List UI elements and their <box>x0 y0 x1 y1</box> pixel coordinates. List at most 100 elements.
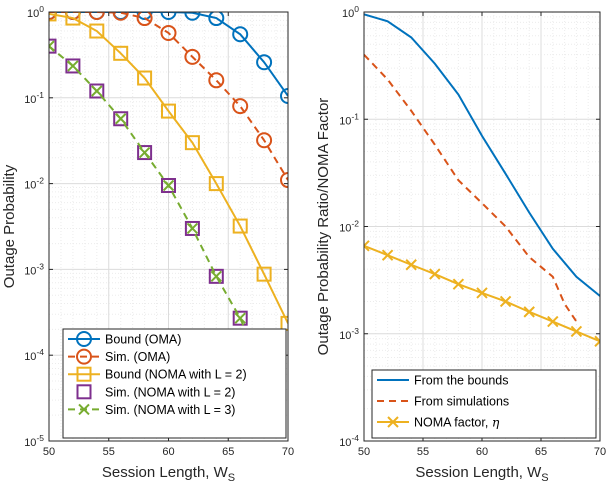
x-tick-label: 70 <box>282 446 294 458</box>
legend-label: Sim. (OMA) <box>105 350 170 364</box>
marker-square-4 <box>137 145 153 161</box>
marker-circle-8 <box>232 98 249 115</box>
legend-label-symbol: η <box>492 415 500 430</box>
y-tick-label: 10-4 <box>24 347 44 363</box>
marker-x-5 <box>476 287 488 299</box>
legend-entry-sim-noma-with-l-3: Sim. (NOMA with L = 3) <box>68 403 235 417</box>
y-tick-exponent: -4 <box>36 347 44 357</box>
marker-x-2 <box>91 85 103 97</box>
marker-square-4 <box>137 70 153 86</box>
marker-x-4 <box>452 278 465 290</box>
marker-circle-6 <box>184 48 201 65</box>
marker-circle-3 <box>112 12 129 21</box>
marker-x-5 <box>162 179 175 192</box>
legend-label-text: From simulations <box>414 395 509 409</box>
marker-circle-0 <box>76 331 92 347</box>
legend-entry-from-the-bounds: From the bounds <box>377 374 509 388</box>
marker-x-8 <box>547 315 559 328</box>
y-tick-label: 10-2 <box>24 176 44 192</box>
x-axis-label-main: Session Length, W <box>415 464 542 481</box>
marker-x-6 <box>186 222 199 235</box>
legend-entry-bound-oma: Bound (OMA) <box>68 331 181 347</box>
legend-label: Bound (NOMA with L = 2) <box>105 368 247 382</box>
series-sim-noma-with-l-2 <box>49 38 248 326</box>
series-line <box>364 13 600 297</box>
y-tick-base: 10 <box>24 94 36 106</box>
y-tick-base: 10 <box>24 437 36 449</box>
marker-x-1 <box>381 249 394 261</box>
series-line <box>49 45 254 346</box>
series-from-the-bounds <box>364 13 600 297</box>
marker-x-0 <box>78 403 90 416</box>
legend-box <box>371 369 597 439</box>
marker-circle-2 <box>88 12 105 20</box>
marker-square-3 <box>113 45 129 61</box>
x-tick-label: 65 <box>535 446 547 458</box>
x-tick-label: 60 <box>476 446 488 458</box>
marker-x-7 <box>210 270 223 283</box>
marker-x-0 <box>387 416 399 428</box>
legend-entry-from-simulations: From simulations <box>377 395 509 409</box>
legend-entry-sim-oma: Sim. (OMA) <box>68 348 170 365</box>
marker-circle-4 <box>136 12 153 27</box>
y-tick-exponent: -3 <box>36 261 44 271</box>
marker-circle-10 <box>280 87 288 104</box>
y-tick-label: 10-3 <box>339 326 359 342</box>
y-tick-base: 10 <box>24 265 36 277</box>
marker-x-7 <box>523 306 535 318</box>
marker-x-3 <box>114 113 127 125</box>
legend-entry-sim-noma-with-l-2: Sim. (NOMA with L = 2) <box>76 384 235 400</box>
marker-square-0 <box>49 38 57 54</box>
legend-label: NOMA factor, η <box>414 415 500 430</box>
y-tick-base: 10 <box>24 351 36 363</box>
marker-circle-5 <box>160 12 177 20</box>
series-line <box>49 12 288 324</box>
x-tick-label: 60 <box>162 446 174 458</box>
marker-square-2 <box>89 83 105 99</box>
y-tick-label: 10-3 <box>24 261 44 277</box>
marker-x-3 <box>429 268 441 280</box>
x-axis-label-subscript: S <box>228 472 235 484</box>
x-tick-label: 50 <box>358 446 370 458</box>
legend-label-text: NOMA factor, <box>414 416 492 430</box>
x-tick-labels: 50 55 60 65 70 <box>358 446 606 458</box>
legend-label-text: From the bounds <box>414 374 509 388</box>
y-tick-base: 10 <box>342 8 354 20</box>
marker-circle-7 <box>208 72 225 89</box>
marker-circle-9 <box>256 132 273 149</box>
marker-x-10 <box>594 335 600 348</box>
legend-entry-bound-noma-with-l-2: Bound (NOMA with L = 2) <box>68 366 247 382</box>
legend-label: Bound (OMA) <box>105 333 181 347</box>
chart-outage-probability: 50 55 60 65 7010010-110-210-310-410-5Session… <box>1 4 294 484</box>
y-axis-label: Outage Probability Ratio/NOMA Factor <box>315 98 332 356</box>
y-tick-label: 100 <box>27 4 44 20</box>
marker-x-0 <box>49 40 55 52</box>
y-tick-exponent: -2 <box>351 219 359 229</box>
y-tick-base: 10 <box>27 8 39 20</box>
x-axis-label: Session Length, WS <box>415 464 548 484</box>
marker-x-1 <box>67 60 79 72</box>
y-tick-exponent: -5 <box>36 433 44 443</box>
plot-area <box>49 12 288 352</box>
marker-circle-6 <box>184 12 201 21</box>
marker-x-9 <box>570 325 583 338</box>
x-tick-label: 55 <box>103 446 115 458</box>
y-tick-exponent: -1 <box>36 90 44 100</box>
marker-square-6 <box>184 220 200 236</box>
marker-square-2 <box>89 23 105 39</box>
y-tick-label: 10-4 <box>339 433 359 449</box>
marker-x-8 <box>234 312 246 324</box>
y-tick-exponent: -2 <box>36 176 44 186</box>
marker-square-7 <box>208 268 224 284</box>
y-tick-base: 10 <box>339 115 351 127</box>
x-axis-label-main: Session Length, W <box>102 464 229 481</box>
marker-circle-5 <box>160 24 177 41</box>
marker-square-1 <box>65 58 81 74</box>
plot-area <box>364 13 600 348</box>
legend-label: From simulations <box>414 395 509 409</box>
axes-box <box>48 11 289 442</box>
y-tick-label: 10-1 <box>339 111 359 127</box>
marker-circle-0 <box>76 348 92 365</box>
marker-circle-8 <box>232 26 249 43</box>
y-tick-exponent: 0 <box>354 4 359 14</box>
